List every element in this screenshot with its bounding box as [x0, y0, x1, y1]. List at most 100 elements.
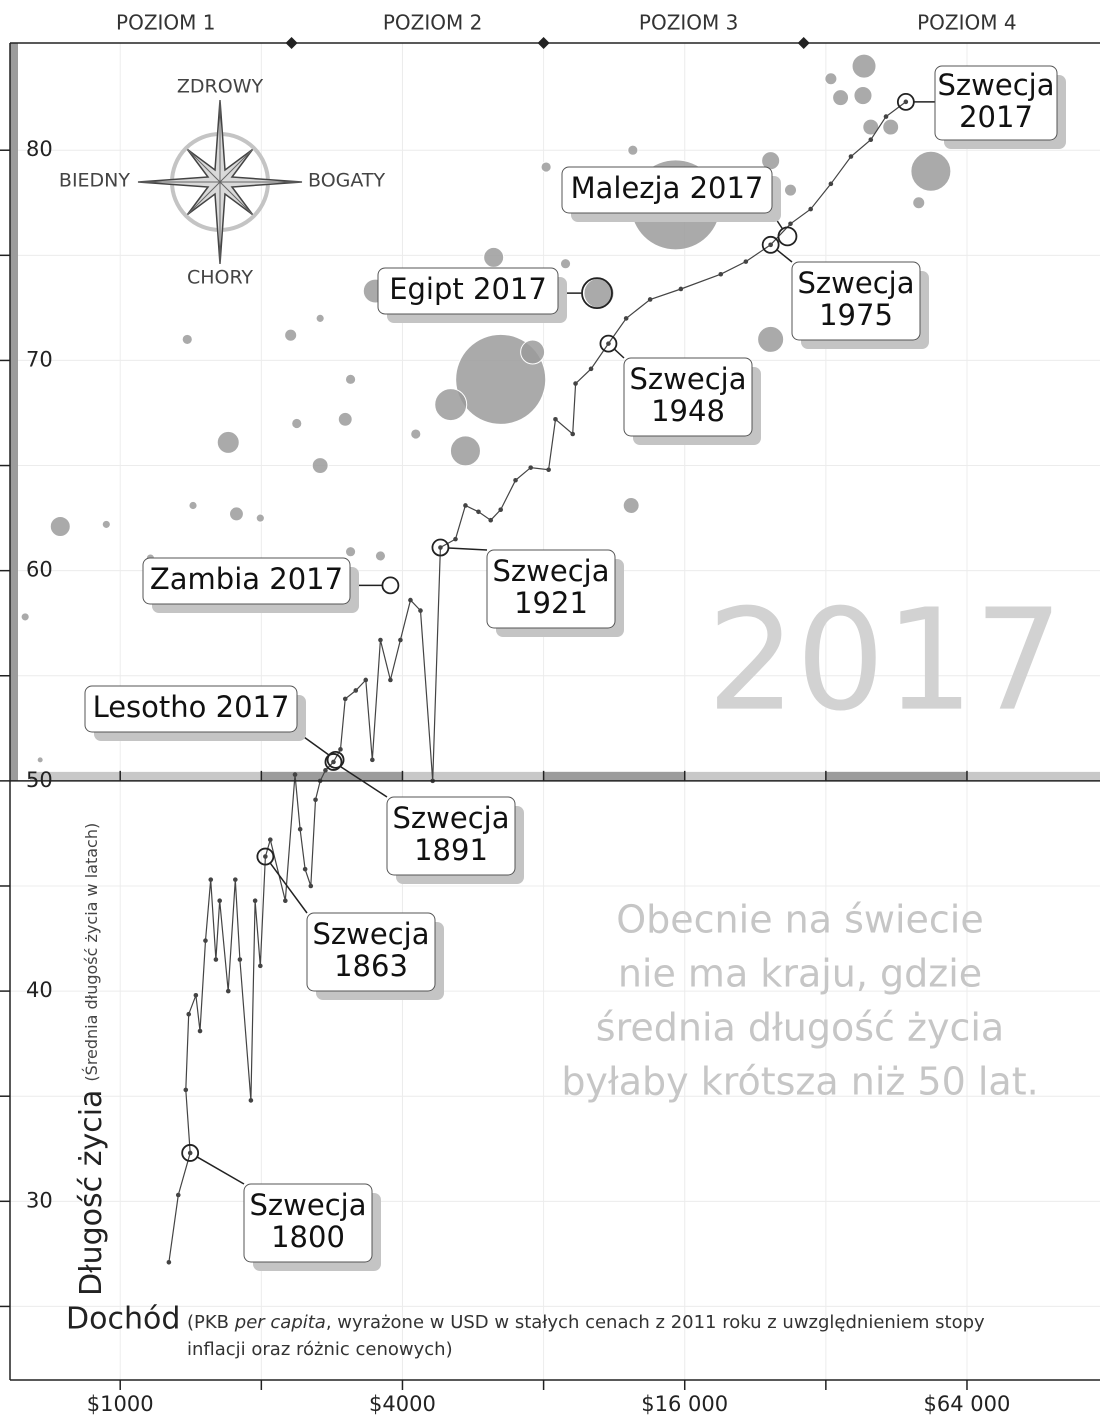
country-bubble: [851, 53, 877, 79]
message-line: Obecnie na świecie: [616, 898, 984, 942]
trajectory-point: [868, 137, 874, 143]
callout-label-line: Egipt 2017: [389, 272, 547, 306]
callout-label-line: Malezja 2017: [571, 171, 764, 205]
level-divider: [537, 37, 550, 49]
country-bubble: [337, 411, 353, 427]
callout-label-line: 1948: [651, 394, 725, 428]
callout-marker: [896, 92, 915, 111]
message-line: średnia długość życia: [596, 1006, 1004, 1050]
trajectory-point: [175, 1192, 181, 1198]
callout-label-line: Szwecja: [493, 554, 610, 588]
country-bubble: [622, 497, 640, 514]
trajectory-point: [187, 1150, 193, 1156]
trajectory-point: [283, 898, 288, 903]
callout-leader: [269, 862, 308, 914]
trajectory-point: [588, 366, 594, 372]
trajectory-point: [208, 877, 214, 882]
y-axis-title-main: Długość życia: [74, 1090, 109, 1296]
country-bubble: [344, 546, 357, 558]
level-divider: [285, 37, 298, 49]
callout-label-line: Szwecja: [630, 362, 747, 396]
trajectory-point: [363, 677, 369, 683]
callout-label-line: Szwecja: [938, 68, 1055, 102]
trajectory-line: [168, 101, 907, 1263]
trajectory-point: [647, 297, 653, 302]
country-bubble: [824, 72, 838, 86]
y-axis-title: Długość życia (Średnia długość życia w la…: [74, 823, 109, 1296]
callout-marker: [381, 576, 400, 595]
message-line: nie ma kraju, gdzie: [618, 952, 982, 996]
trajectory-point: [302, 866, 308, 872]
callout-marker: [326, 750, 345, 769]
country-bubble: [627, 144, 639, 156]
trajectory-point: [338, 747, 343, 752]
callout-label-line: 1891: [414, 833, 488, 867]
callout-label: Szwecja 2017: [938, 68, 1055, 134]
trajectory-point: [743, 259, 749, 264]
trajectory-point: [388, 677, 393, 683]
callout-leader: [448, 547, 488, 551]
y-tick-label: 40: [26, 978, 53, 1002]
callout-marker: [181, 1144, 200, 1162]
trajectory-point: [225, 988, 231, 994]
trajectory-point: [378, 637, 383, 643]
trajectory-point: [331, 759, 336, 765]
compass-north: ZDROWY: [177, 76, 264, 98]
trajectory-point: [828, 181, 834, 187]
country-bubble: [188, 500, 198, 511]
level-label: POZIOM 1: [116, 11, 215, 35]
callout-label-line: Zambia 2017: [150, 562, 343, 596]
x-axis-note: inflacji oraz różnic cenowych): [187, 1339, 453, 1360]
data-layer: [20, 53, 952, 1265]
trajectory-point: [476, 509, 481, 515]
left-band: [10, 43, 18, 781]
country-bubble: [315, 313, 325, 323]
callout-marker: [324, 753, 343, 771]
country-bubble: [832, 89, 850, 107]
threshold-band-segment: [825, 771, 967, 781]
trajectory-point: [166, 1259, 172, 1265]
callout-label-line: Szwecja: [393, 801, 510, 835]
country-bubble: [862, 118, 880, 136]
trajectory-point: [678, 286, 684, 292]
trajectory-point: [418, 608, 423, 613]
x-axis-note-part: (PKB: [187, 1312, 235, 1333]
callout-marker: [777, 226, 798, 247]
trajectory-point: [903, 99, 909, 105]
callout-box: [84, 685, 298, 733]
callout-label: Egipt 2017: [389, 272, 547, 306]
country-bubble: [853, 86, 873, 106]
callout-box: [791, 261, 921, 341]
callout-label: Szwecja 1921: [493, 554, 610, 620]
callout-label-line: 1975: [819, 298, 893, 332]
callout-leader: [339, 765, 388, 798]
country-bubble: [559, 258, 572, 270]
trajectory-point: [213, 957, 219, 962]
country-bubble: [255, 513, 265, 523]
callout-label: Szwecja 1891: [393, 801, 510, 867]
level-label: POZIOM 3: [639, 11, 738, 35]
callout-label: Malezja 2017: [571, 171, 764, 205]
threshold-band-segment: [261, 771, 403, 781]
band-layer: [10, 43, 1100, 781]
trajectory-point: [268, 837, 273, 843]
country-bubble: [216, 430, 240, 454]
country-bubble: [101, 519, 111, 529]
trajectory-point: [528, 465, 534, 470]
x-tick-label: $1000: [87, 1392, 154, 1416]
trajectory-point: [808, 206, 813, 212]
compass-ray: [219, 149, 253, 183]
trajectory-point: [488, 517, 494, 523]
country-bubble: [291, 417, 303, 430]
y-tick-label: 80: [26, 137, 53, 161]
country-bubble: [20, 612, 30, 622]
callout-label: Szwecja 1863: [313, 917, 430, 983]
x-axis-note-part: , wyrażone w USD w stałych cenach z 2011…: [326, 1312, 985, 1333]
trajectory-point: [292, 772, 298, 777]
trajectory-point: [398, 637, 403, 643]
country-bubble: [49, 516, 71, 537]
x-tick-label: $64 000: [924, 1392, 1011, 1416]
callout-marker: [761, 235, 780, 254]
callout-label-line: 1921: [514, 586, 588, 620]
